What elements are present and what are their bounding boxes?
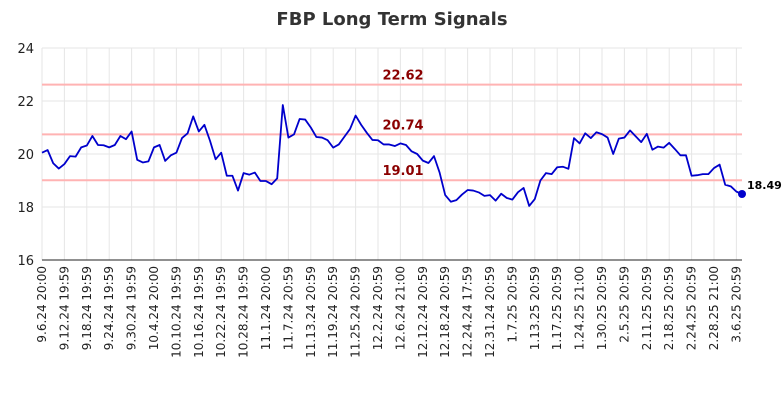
x-tick-label: 11.7.24 20:59	[281, 266, 295, 350]
x-tick-label: 11.19.24 20:59	[326, 266, 340, 358]
x-tick-label: 12.6.24 21:00	[393, 266, 407, 350]
x-tick-label: 12.18.24 20:59	[438, 266, 452, 358]
signal-levels	[42, 83, 742, 182]
y-tick-label: 16	[17, 254, 34, 269]
x-tick-label: 2.28.25 21:00	[707, 266, 721, 350]
level-label: 20.74	[382, 118, 423, 133]
x-tick-label: 1.24.25 21:00	[573, 266, 587, 350]
y-tick-label: 18	[17, 201, 34, 216]
last-value-label: 18.49	[747, 179, 782, 192]
chart-title: FBP Long Term Signals	[276, 9, 507, 30]
level-label: 19.01	[382, 164, 423, 179]
x-tick-label: 10.16.24 19:59	[192, 266, 206, 358]
x-tick-label: 9.12.24 19:59	[57, 266, 71, 350]
x-tick-label: 1.17.25 20:59	[550, 266, 564, 350]
x-tick-label: 11.1.24 20:00	[259, 266, 273, 350]
x-tick-label: 1.7.25 20:59	[505, 266, 519, 343]
x-tick-label: 2.11.25 20:59	[640, 266, 654, 350]
x-tick-label: 9.24.24 19:59	[102, 266, 116, 350]
y-tick-label: 22	[17, 95, 34, 110]
y-tick-label: 24	[17, 42, 34, 57]
x-tick-label: 9.6.24 20:00	[35, 266, 49, 343]
x-tick-label: 10.28.24 19:59	[237, 266, 251, 358]
price-series-line	[41, 104, 743, 207]
axes: 16 18 20 22 24 9.6.24 20:00 9.12.24 19:59 9.18.…	[17, 42, 743, 358]
x-tick-label: 1.30.25 20:59	[595, 266, 609, 350]
x-tick-label: 11.25.24 20:59	[349, 266, 363, 358]
series-layer	[41, 104, 746, 207]
x-tick-label: 2.18.25 20:59	[662, 266, 676, 350]
x-tick-label: 9.30.24 19:59	[125, 266, 139, 350]
x-tick-label: 10.22.24 19:59	[214, 266, 228, 358]
label-layer: 22.62 20.74 19.01 18.49	[382, 69, 781, 192]
x-tick-label: 12.24.24 17:59	[461, 266, 475, 358]
x-tick-label: 12.2.24 20:59	[371, 266, 385, 350]
x-tick-label: 10.10.24 19:59	[169, 266, 183, 358]
x-tick-label: 10.4.24 20:00	[147, 266, 161, 350]
x-tick-label: 12.31.24 20:59	[483, 266, 497, 358]
x-tick-label: 9.18.24 19:59	[80, 266, 94, 350]
x-tick-label: 2.24.25 20:59	[685, 266, 699, 350]
x-tick-label: 2.5.25 20:59	[617, 266, 631, 343]
x-tick-label: 3.6.25 20:59	[729, 266, 743, 343]
x-tick-label: 1.13.25 20:59	[528, 266, 542, 350]
last-point-marker	[738, 190, 746, 199]
x-tick-label: 11.13.24 20:59	[304, 266, 318, 358]
level-label: 22.62	[382, 69, 423, 84]
y-tick-label: 20	[17, 148, 34, 163]
x-tick-label: 12.12.24 20:59	[416, 266, 430, 358]
